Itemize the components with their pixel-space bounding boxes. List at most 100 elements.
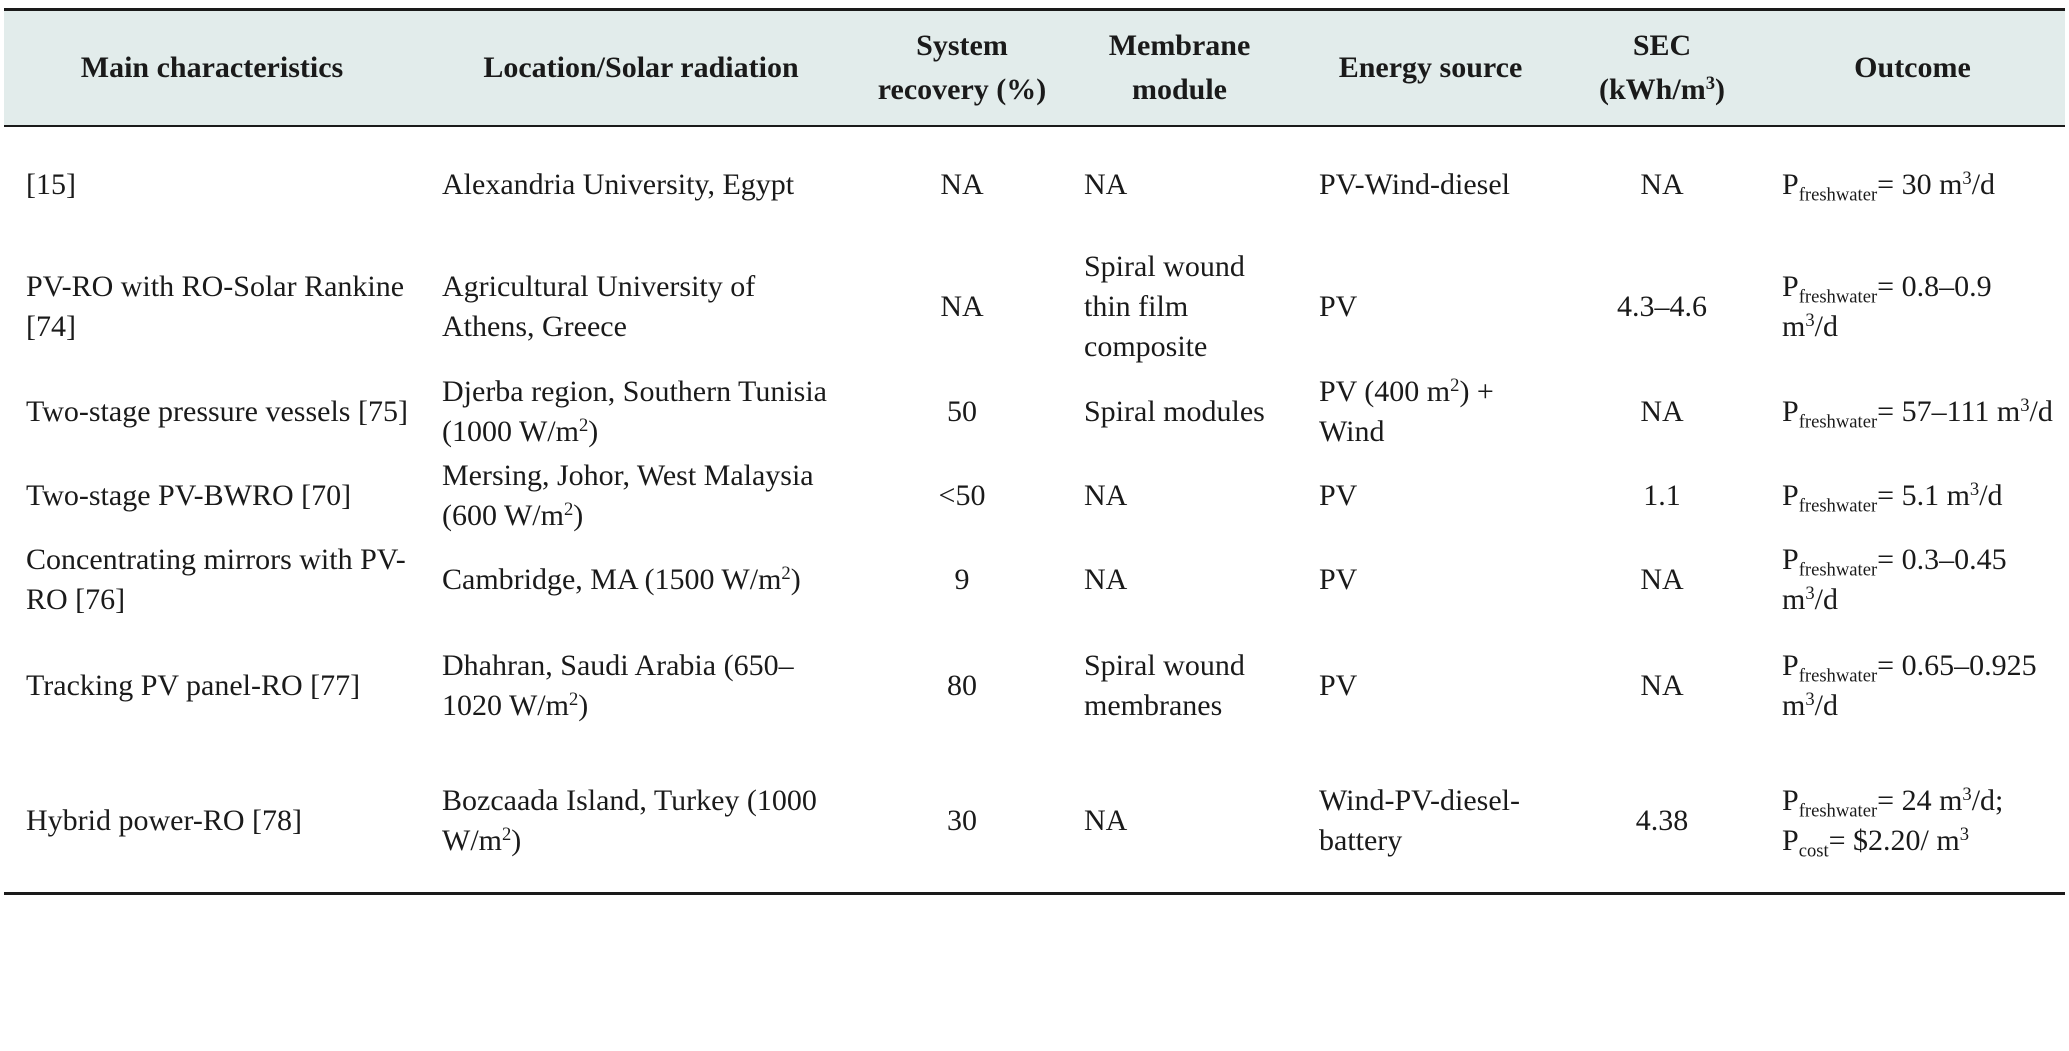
cell-energy: PV (400 m2) + Wind [1297, 370, 1564, 454]
outcome-unit: /d [2029, 394, 2053, 428]
header-location: Location/Solar radiation [420, 8, 862, 127]
outcome-line: Pfreshwater= 0.65–0.925 m3/d [1782, 646, 2055, 726]
cell-characteristics: PV-RO with RO-Solar Rankine [74] [4, 244, 420, 370]
location-text: Mersing, Johor, West Malaysia (600 W/m [442, 458, 814, 532]
cell-recovery: NA [862, 126, 1062, 244]
outcome-value: = 0.8–0.9 m [1782, 269, 1992, 343]
energy-text: PV (400 m [1319, 374, 1451, 408]
location-exponent: 2 [502, 823, 512, 845]
outcome-exponent: 3 [1959, 823, 1970, 845]
table-row: Concentrating mirrors with PV-RO [76] Ca… [4, 538, 2065, 622]
cell-outcome: Pfreshwater= 24 m3/d; Pcost= $2.20/ m3 [1760, 749, 2065, 895]
cell-characteristics: Tracking PV panel-RO [77] [4, 622, 420, 750]
outcome-symbol: P [1782, 783, 1799, 817]
cell-membrane: NA [1062, 749, 1297, 895]
cell-sec: 4.3–4.6 [1564, 244, 1760, 370]
membrane-text: Spiral modules [1084, 394, 1265, 428]
characteristics-text: Two-stage pressure vessels [75] [26, 394, 408, 428]
outcome-unit: /d [1814, 688, 1838, 722]
cell-location: Alexandria University, Egypt [420, 126, 862, 244]
cell-characteristics: Hybrid power-RO [78] [4, 749, 420, 895]
outcome-line: Pfreshwater= 57–111 m3/d [1782, 392, 2055, 432]
location-close: ) [790, 562, 801, 596]
membrane-text: NA [1084, 562, 1128, 596]
membrane-text: Spiral wound membranes [1084, 648, 1245, 722]
header-membrane-line2: module [1131, 72, 1227, 106]
cell-outcome: Pfreshwater= 0.3–0.45 m3/d [1760, 538, 2065, 622]
cell-sec: NA [1564, 126, 1760, 244]
outcome-exponent: 3 [1805, 582, 1815, 604]
cell-location: Djerba region, Southern Tunisia (1000 W/… [420, 370, 862, 454]
cell-location: Bozcaada Island, Turkey (1000 W/m2) [420, 749, 862, 895]
cell-recovery: NA [862, 244, 1062, 370]
outcome-line: Pcost= $2.20/ m3 [1782, 821, 2055, 861]
outcome-subscript: cost [1798, 840, 1829, 862]
outcome-symbol: P [1782, 394, 1799, 428]
outcome-value: = 57–111 m [1877, 394, 2021, 428]
cell-membrane: Spiral wound membranes [1062, 622, 1297, 750]
recovery-value: NA [940, 289, 984, 323]
cell-location: Agricultural University of Athens, Greec… [420, 244, 862, 370]
outcome-exponent: 3 [1962, 167, 1972, 189]
cell-location: Mersing, Johor, West Malaysia (600 W/m2) [420, 454, 862, 538]
outcome-symbol: P [1782, 542, 1799, 576]
outcome-unit: /d [1971, 168, 1996, 201]
location-close: ) [573, 498, 584, 532]
outcome-exponent: 3 [2020, 394, 2030, 416]
outcome-value: = 0.3–0.45 m [1782, 542, 2007, 616]
outcome-unit: /d; [1971, 783, 2004, 817]
outcome-exponent: 3 [1962, 783, 1972, 805]
sec-value: NA [1640, 168, 1684, 201]
outcome-symbol: P [1782, 648, 1799, 682]
membrane-text: NA [1084, 168, 1128, 201]
header-recovery-line2: recovery (%) [877, 72, 1047, 106]
outcome-value: = 0.65–0.925 m [1782, 648, 2037, 722]
cell-location: Cambridge, MA (1500 W/m2) [420, 538, 862, 622]
location-text: Bozcaada Island, Turkey (1000 W/m [442, 783, 817, 857]
characteristics-text: [15] [26, 168, 76, 201]
location-text: Agricultural University of Athens, Greec… [442, 269, 756, 343]
location-close: ) [511, 823, 522, 857]
outcome-symbol: P [1782, 269, 1799, 303]
cell-energy: PV [1297, 538, 1564, 622]
cell-energy: PV-Wind-diesel [1297, 126, 1564, 244]
outcome-exponent: 3 [1969, 478, 1980, 500]
outcome-subscript: freshwater [1798, 184, 1878, 206]
header-sec-line1: SEC [1632, 28, 1692, 62]
cell-energy: Wind-PV-diesel-battery [1297, 749, 1564, 895]
outcome-value: = $2.20/ m [1828, 823, 1960, 857]
membrane-text: NA [1084, 803, 1128, 837]
cell-sec: 4.38 [1564, 749, 1760, 895]
header-recovery: System recovery (%) [862, 8, 1062, 127]
cell-sec: NA [1564, 538, 1760, 622]
cell-recovery: 9 [862, 538, 1062, 622]
characteristics-text: Two-stage PV-BWRO [70] [26, 478, 352, 512]
cell-recovery: 50 [862, 370, 1062, 454]
sec-value: NA [1640, 394, 1684, 428]
location-text: Cambridge, MA (1500 W/m [442, 562, 782, 596]
cell-characteristics: Two-stage PV-BWRO [70] [4, 454, 420, 538]
energy-text: Wind-PV-diesel-battery [1319, 783, 1520, 857]
outcome-unit: /d [1979, 478, 2003, 512]
outcome-symbol: P [1782, 823, 1799, 857]
recovery-value: 30 [947, 803, 977, 837]
outcome-line: Pfreshwater= 30 m3/d [1782, 165, 2055, 205]
location-close: ) [578, 688, 589, 722]
recovery-value: 80 [947, 668, 977, 702]
outcome-unit: /d [1814, 582, 1838, 616]
outcome-symbol: P [1782, 168, 1799, 201]
location-text: Dhahran, Saudi Arabia (650–1020 W/m [442, 648, 794, 722]
cell-membrane: NA [1062, 454, 1297, 538]
outcome-symbol: P [1782, 478, 1799, 512]
header-characteristics: Main characteristics [4, 8, 420, 127]
header-recovery-line1: System [916, 28, 1008, 62]
cell-membrane: NA [1062, 538, 1297, 622]
outcome-value: = 30 m [1877, 168, 1963, 201]
cell-membrane: Spiral modules [1062, 370, 1297, 454]
cell-sec: NA [1564, 370, 1760, 454]
location-exponent: 2 [568, 688, 579, 710]
outcome-line: Pfreshwater= 5.1 m3/d [1782, 476, 2055, 516]
outcome-exponent: 3 [1805, 688, 1815, 710]
cell-location: Dhahran, Saudi Arabia (650–1020 W/m2) [420, 622, 862, 750]
energy-text: PV [1319, 668, 1358, 702]
